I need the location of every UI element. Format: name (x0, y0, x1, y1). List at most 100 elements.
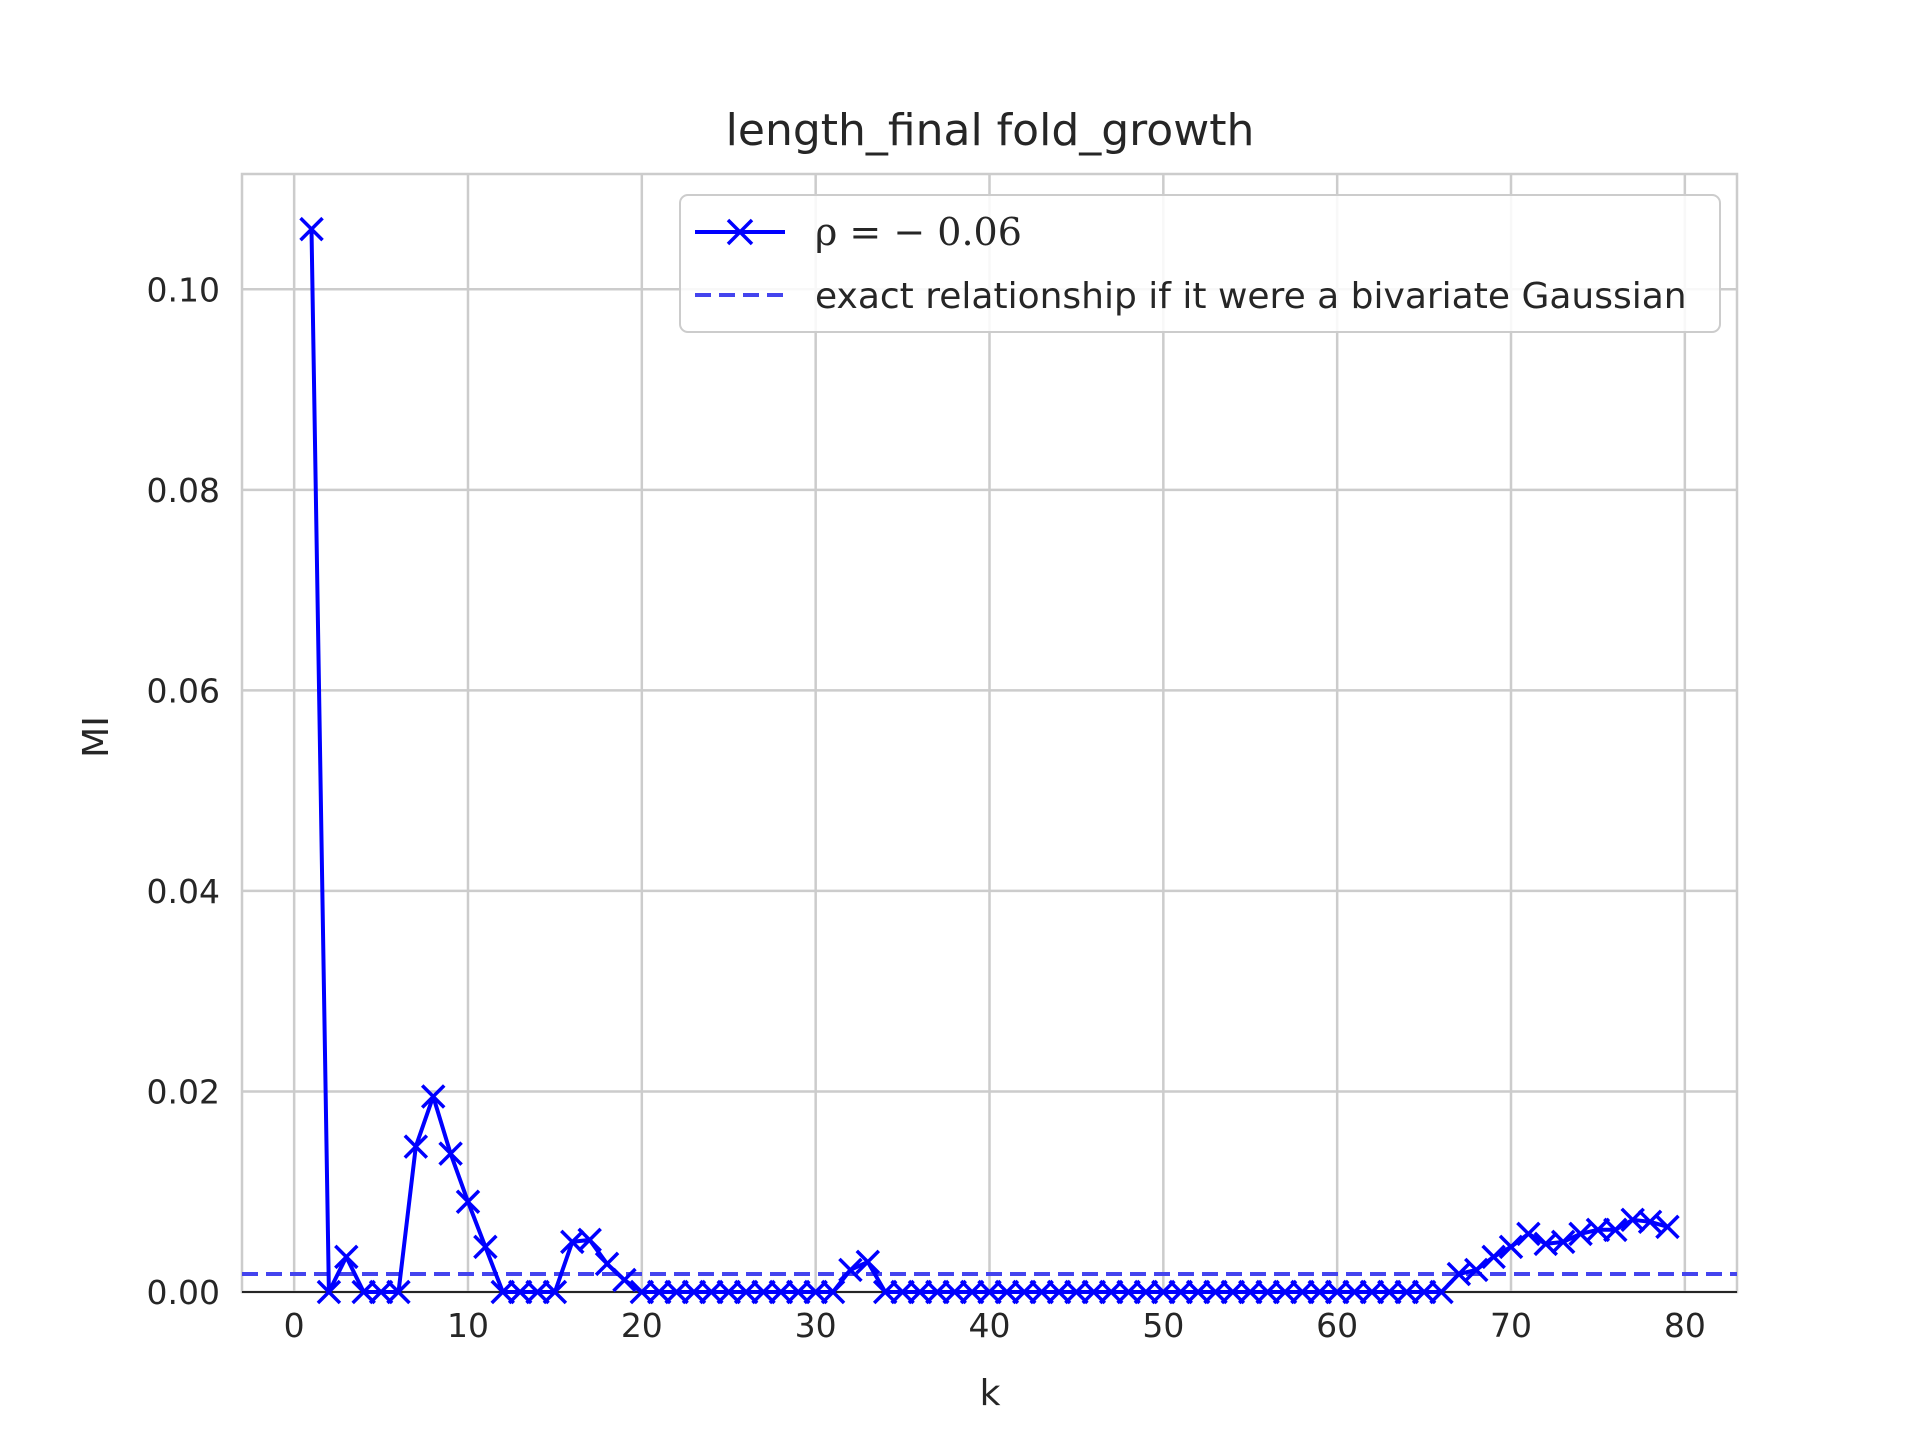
data-point-marker (803, 1279, 828, 1305)
data-point-marker (994, 1279, 1020, 1305)
legend-series-label: ρ = − 0.06 (815, 210, 1022, 254)
y-tick-labels: 0.00 0.02 0.04 0.06 0.08 0.10 (147, 270, 220, 1312)
data-point-marker (942, 1279, 967, 1305)
y-tick-label: 0.10 (147, 270, 220, 309)
data-point-marker (1394, 1279, 1419, 1305)
x-tick-label: 60 (1316, 1306, 1358, 1345)
data-point-marker (820, 1279, 846, 1305)
x-tick-label: 70 (1490, 1306, 1532, 1345)
x-tick-label: 50 (1142, 1306, 1184, 1345)
data-point-marker (1255, 1279, 1280, 1305)
data-point-marker (733, 1279, 759, 1305)
data-point-marker (1116, 1279, 1141, 1305)
legend-series-marker (726, 218, 754, 246)
data-point-marker (907, 1279, 933, 1305)
data-point-marker (299, 216, 324, 242)
data-point-marker (1516, 1221, 1541, 1247)
x-tick-label: 80 (1664, 1306, 1706, 1345)
legend: ρ = − 0.06 exact relationship if it were… (679, 194, 1721, 333)
data-point-marker (786, 1279, 811, 1305)
data-point-marker (1637, 1209, 1663, 1235)
data-point-marker (890, 1279, 915, 1305)
data-point-marker (1046, 1279, 1072, 1305)
data-point-marker (368, 1279, 394, 1305)
data-point-marker (1238, 1279, 1263, 1305)
y-tick-label: 0.00 (147, 1273, 220, 1312)
data-point-marker (1307, 1279, 1333, 1305)
data-point-marker (351, 1279, 376, 1305)
data-point-marker (612, 1267, 637, 1293)
data-point-marker (1185, 1279, 1211, 1305)
data-point-marker (1550, 1229, 1576, 1255)
data-point-marker (1498, 1234, 1524, 1260)
data-point-marker (1012, 1279, 1037, 1305)
legend-box (679, 194, 1721, 333)
data-point-marker (1290, 1279, 1315, 1305)
data-point-marker (473, 1234, 498, 1260)
data-point-marker (1464, 1257, 1489, 1283)
x-tick-label: 40 (969, 1306, 1011, 1345)
data-point-marker (1133, 1279, 1159, 1305)
data-point-marker (438, 1141, 463, 1166)
data-point-marker (629, 1279, 655, 1305)
y-tick-label: 0.02 (147, 1072, 220, 1111)
x-axis-label: k (980, 1373, 1001, 1414)
series-layer (299, 216, 1680, 1305)
y-tick-label: 0.08 (147, 471, 220, 510)
data-point-marker (420, 1084, 446, 1109)
grid-layer (242, 174, 1737, 1294)
y-tick-label: 0.06 (147, 671, 220, 710)
data-point-marker (1324, 1279, 1350, 1305)
x-tick-label: 10 (447, 1306, 489, 1345)
data-point-marker (925, 1279, 950, 1305)
data-point-marker (1064, 1279, 1089, 1305)
data-point-marker (959, 1279, 985, 1305)
data-point-marker (334, 1244, 359, 1270)
data-point-marker (1098, 1279, 1124, 1305)
legend-series-value: − 0.06 (893, 210, 1022, 254)
data-point-marker (316, 1279, 342, 1305)
x-tick-label: 30 (795, 1306, 837, 1345)
legend-reference-label: exact relationship if it were a bivariat… (815, 276, 1687, 317)
x-tick-labels: 0 10 20 30 40 50 60 70 80 (284, 1306, 1706, 1345)
data-point-marker (1151, 1279, 1176, 1305)
data-point-marker (751, 1279, 776, 1305)
data-point-marker (977, 1279, 1002, 1305)
data-point-marker (1220, 1279, 1246, 1305)
data-point-marker (681, 1279, 707, 1305)
data-point-marker (1585, 1217, 1611, 1243)
data-point-marker (646, 1279, 672, 1305)
data-point-marker (1481, 1244, 1506, 1270)
data-point-marker (542, 1279, 568, 1305)
data-point-marker (525, 1279, 550, 1305)
data-point-marker (1359, 1279, 1385, 1305)
data-point-marker (386, 1279, 411, 1305)
data-point-marker (577, 1227, 602, 1253)
data-point-marker (768, 1279, 794, 1305)
data-point-marker (1029, 1279, 1054, 1305)
data-point-marker (838, 1257, 863, 1283)
data-point-marker (1081, 1279, 1107, 1305)
x-tick-label: 0 (284, 1306, 305, 1345)
data-point-marker (1603, 1217, 1628, 1243)
data-point-marker (455, 1189, 481, 1214)
data-point-marker (699, 1279, 724, 1305)
data-point-marker (1272, 1279, 1298, 1305)
legend-series-prefix: ρ = (815, 210, 893, 254)
data-point-marker (855, 1249, 881, 1275)
y-axis-label: MI (76, 716, 117, 758)
data-point-marker (1203, 1279, 1228, 1305)
data-point-marker (1411, 1279, 1437, 1305)
data-point-marker (507, 1279, 533, 1305)
chart-title: length_final fold_growth (726, 105, 1255, 156)
data-point-marker (664, 1279, 689, 1305)
data-point-marker (872, 1279, 898, 1305)
data-point-marker (1655, 1214, 1680, 1240)
data-point-marker (403, 1134, 429, 1159)
data-point-marker (1377, 1279, 1402, 1305)
data-point-marker (1342, 1279, 1367, 1305)
y-tick-label: 0.04 (147, 872, 220, 911)
x-tick-label: 20 (621, 1306, 663, 1345)
data-point-marker (716, 1279, 741, 1305)
